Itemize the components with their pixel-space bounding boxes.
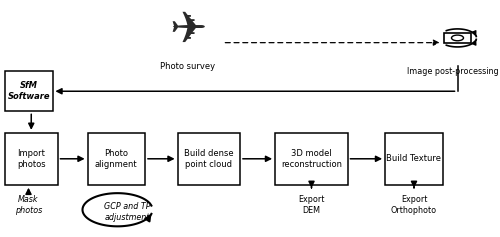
Text: Build Texture: Build Texture: [386, 154, 442, 163]
Text: Import
photos: Import photos: [17, 149, 46, 169]
Bar: [385, 133, 442, 185]
Text: Build dense
point cloud: Build dense point cloud: [184, 149, 234, 169]
Bar: [444, 33, 471, 43]
Text: Mask
photos: Mask photos: [15, 195, 42, 215]
Bar: [5, 133, 58, 185]
Text: GCP and TP
adjustment: GCP and TP adjustment: [104, 202, 151, 222]
Bar: [5, 71, 52, 111]
Bar: [178, 133, 240, 185]
Text: Image post-processing: Image post-processing: [406, 67, 498, 76]
Bar: [275, 133, 347, 185]
Text: 3D model
reconstruction: 3D model reconstruction: [281, 149, 342, 169]
Text: Photo
alignment: Photo alignment: [95, 149, 138, 169]
Text: Export
DEM: Export DEM: [298, 195, 324, 215]
Bar: [88, 133, 145, 185]
Text: SfM
Software: SfM Software: [8, 81, 50, 101]
Text: ✈: ✈: [169, 9, 206, 52]
Circle shape: [452, 35, 464, 41]
Text: Photo survey: Photo survey: [160, 62, 215, 71]
Text: Export
Orthophoto: Export Orthophoto: [391, 195, 437, 215]
